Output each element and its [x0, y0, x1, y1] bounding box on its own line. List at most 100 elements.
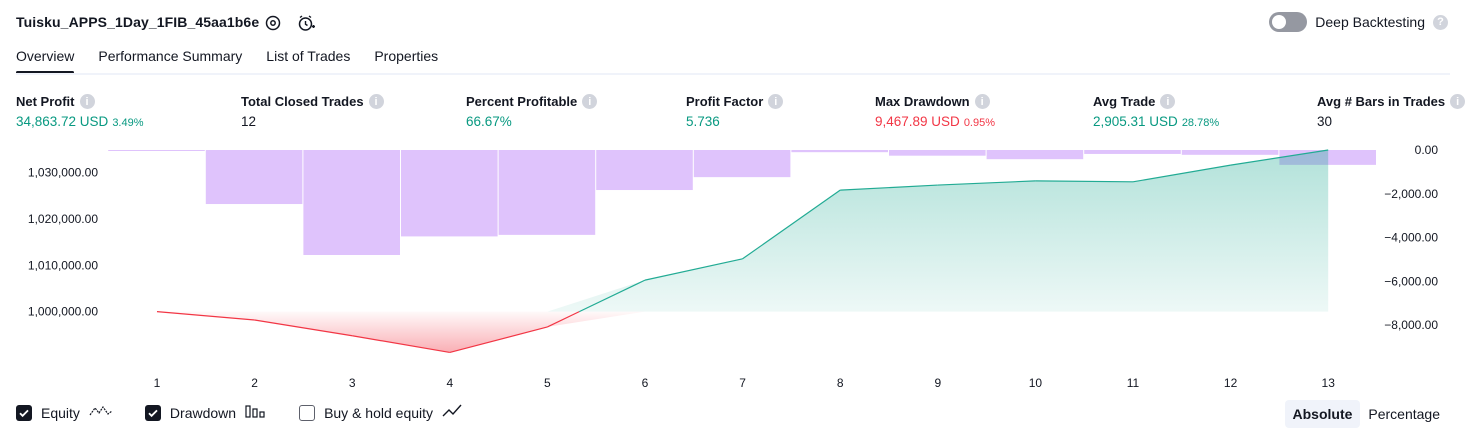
- metric-value: 30: [1317, 114, 1333, 129]
- equity-negative-area: [157, 311, 1329, 353]
- info-icon[interactable]: i: [368, 94, 384, 109]
- x-axis-label: 10: [1029, 376, 1043, 390]
- drawdown-bar: [1084, 150, 1181, 154]
- strategy-name: Tuisku_APPS_1Day_1FIB_45aa1b6e: [16, 14, 260, 30]
- percentage-button[interactable]: Percentage: [1368, 406, 1440, 422]
- equity-checkbox[interactable]: [16, 404, 32, 421]
- info-icon[interactable]: i: [582, 94, 598, 109]
- left-axis-label: 1,000,000.00: [28, 305, 98, 319]
- metric-label: Max Drawdown: [875, 94, 970, 109]
- add-alert-clock-icon[interactable]: [296, 13, 316, 33]
- legend-equity[interactable]: Equity: [16, 403, 113, 422]
- x-axis-label: 9: [934, 376, 941, 390]
- right-axis-label: −4,000.00: [1384, 231, 1438, 245]
- drawdown-bar: [596, 150, 693, 191]
- tab-properties[interactable]: Properties: [374, 48, 439, 64]
- metric-percent-profitable: Percent Profitable i 66.67%: [466, 94, 598, 129]
- equity-segment: [937, 180, 1036, 186]
- x-axis-label: 1: [154, 376, 161, 390]
- legend-label: Drawdown: [169, 404, 237, 421]
- metric-value: 12: [241, 114, 257, 129]
- right-axis-label: −2,000.00: [1384, 187, 1438, 201]
- x-axis-label: 6: [642, 376, 649, 390]
- drawdown-bar: [498, 150, 596, 235]
- metric-total-closed-trades: Total Closed Trades i 12: [241, 94, 384, 129]
- equity-segment: [840, 184, 938, 191]
- right-axis-label: −8,000.00: [1384, 318, 1438, 332]
- equity-drawdown-chart[interactable]: 1,000,000.00 1,010,000.00 1,020,000.00 1,03…: [0, 140, 1466, 395]
- drawdown-bar: [986, 150, 1084, 160]
- info-icon[interactable]: i: [768, 94, 784, 109]
- info-icon[interactable]: i: [79, 94, 95, 109]
- metric-avg-trade: Avg Trade i 2,905.31 USD 28.78%: [1093, 94, 1219, 129]
- equity-segment: [742, 189, 841, 260]
- drawdown-bars-icon: [245, 403, 267, 422]
- tab-overview[interactable]: Overview: [16, 48, 75, 74]
- legend-label: Equity: [41, 404, 80, 421]
- equity-segment: [1035, 180, 1134, 183]
- buy-hold-checkbox[interactable]: [299, 404, 316, 421]
- drawdown-bar: [108, 150, 205, 151]
- left-axis-label: 1,010,000.00: [28, 258, 98, 272]
- metric-value: 2,905.31 USD: [1093, 114, 1178, 129]
- metric-label: Avg # Bars in Trades: [1317, 94, 1446, 109]
- metric-percent: 3.49%: [112, 117, 144, 129]
- drawdown-bar: [791, 150, 888, 153]
- drawdown-bar: [1181, 150, 1279, 155]
- absolute-button[interactable]: Absolute: [1284, 400, 1361, 428]
- tab-list-of-trades[interactable]: List of Trades: [266, 48, 351, 64]
- equity-positive-area: [157, 150, 1329, 312]
- tabs-divider: [16, 73, 1450, 75]
- x-axis-label: 5: [544, 376, 551, 390]
- x-axis-label: 3: [349, 376, 356, 390]
- left-axis-label: 1,030,000.00: [28, 166, 98, 180]
- legend-label: Buy & hold equity: [324, 404, 434, 421]
- x-axis-label: 7: [739, 376, 746, 390]
- drawdown-bar: [889, 150, 986, 156]
- legend-buy-hold[interactable]: Buy & hold equity: [299, 403, 466, 422]
- help-icon[interactable]: ?: [1433, 14, 1448, 30]
- drawdown-bars: [108, 150, 1376, 255]
- info-icon[interactable]: i: [1450, 94, 1466, 109]
- metric-avg-bars-in-trades: Avg # Bars in Trades i 30: [1317, 94, 1466, 129]
- tab-performance-summary[interactable]: Performance Summary: [98, 48, 243, 64]
- metric-label: Profit Factor: [686, 94, 764, 109]
- metric-label: Avg Trade: [1093, 94, 1156, 109]
- x-axis-label: 4: [446, 376, 453, 390]
- info-icon[interactable]: i: [974, 94, 990, 109]
- metric-label: Total Closed Trades: [241, 94, 364, 109]
- info-icon[interactable]: i: [1160, 94, 1176, 109]
- equity-segment: [1132, 164, 1231, 183]
- drawdown-bar: [205, 150, 303, 205]
- deep-backtesting-label: Deep Backtesting: [1315, 14, 1425, 30]
- right-axis-label: 0.00: [1415, 143, 1439, 157]
- equity-segment: [449, 326, 548, 354]
- right-axis-label: −6,000.00: [1384, 274, 1438, 288]
- equity-line-icon: [89, 403, 113, 422]
- x-axis-label: 13: [1322, 376, 1336, 390]
- drawdown-bar: [401, 150, 498, 237]
- metric-net-profit: Net Profit i 34,863.72 USD 3.49%: [16, 94, 144, 129]
- metric-percent: 0.95%: [963, 117, 996, 129]
- metric-percent: 28.78%: [1181, 117, 1220, 129]
- metric-value: 9,467.89 USD: [875, 114, 960, 129]
- gear-icon[interactable]: [263, 13, 283, 33]
- drawdown-checkbox[interactable]: [144, 404, 161, 421]
- equity-segment: [644, 258, 743, 281]
- equity-segment: [547, 311, 580, 328]
- equity-line: [156, 149, 1329, 354]
- metric-max-drawdown: Max Drawdown i 9,467.89 USD 0.95%: [875, 94, 995, 129]
- chart-axes: 1,000,000.00 1,010,000.00 1,020,000.00 1,03…: [28, 143, 1438, 390]
- metric-label: Percent Profitable: [466, 94, 578, 109]
- drawdown-bar: [693, 150, 791, 178]
- left-axis-label: 1,020,000.00: [28, 212, 98, 226]
- deep-backtesting: Deep Backtesting ?: [1269, 12, 1448, 32]
- legend-drawdown[interactable]: Drawdown: [144, 403, 267, 422]
- x-axis-label: 2: [251, 376, 258, 390]
- chart-legend: Equity Drawdown Buy & hold equity: [16, 403, 498, 422]
- deep-backtesting-toggle[interactable]: [1269, 12, 1308, 32]
- x-axis-label: 12: [1224, 376, 1238, 390]
- equity-segment: [156, 311, 255, 321]
- metric-profit-factor: Profit Factor i 5.736: [686, 94, 784, 129]
- tab-bar: Overview Performance Summary List of Tra…: [16, 48, 439, 74]
